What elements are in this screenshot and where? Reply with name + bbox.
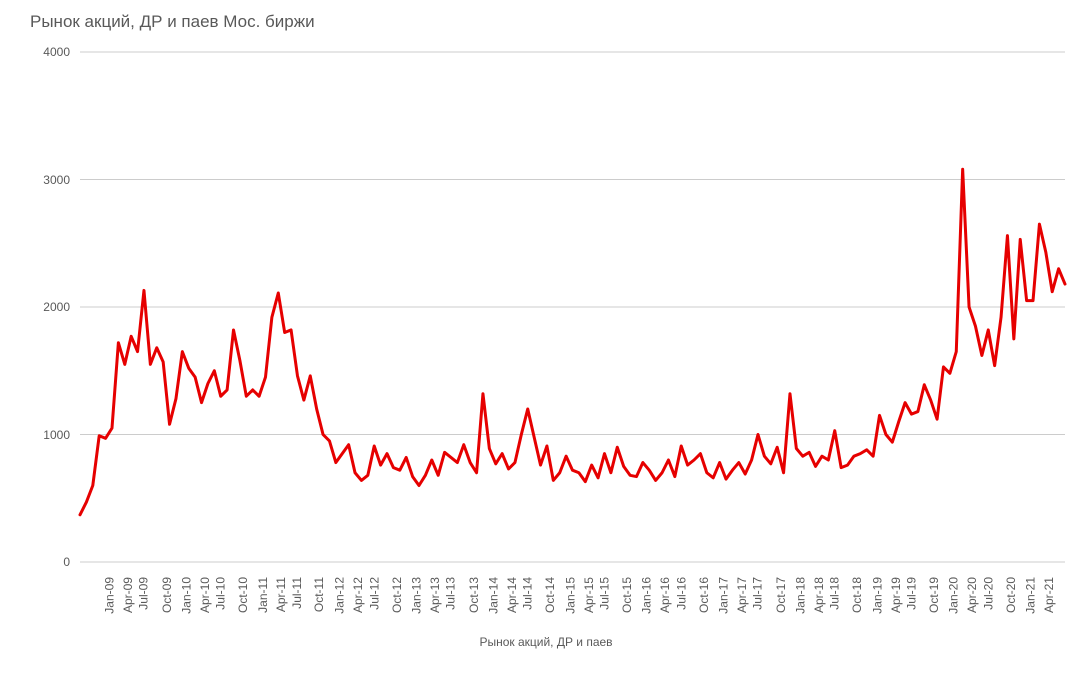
x-tick-label: Jan-11	[255, 577, 269, 613]
x-tick-label: Apr-15	[582, 577, 596, 613]
y-tick-label: 3000	[43, 173, 70, 187]
x-tick-label: Apr-11	[274, 577, 288, 612]
x-tick-label: Oct-09	[160, 577, 174, 613]
x-tick-label: Jan-09	[103, 577, 117, 614]
x-tick-label: Jan-20	[947, 577, 961, 614]
chart-title: Рынок акций, ДР и паев Мос. биржи	[30, 12, 315, 32]
x-tick-label: Oct-10	[236, 577, 250, 613]
y-tick-label: 0	[63, 555, 70, 569]
x-tick-label: Jan-10	[179, 577, 193, 614]
x-axis-title: Рынок акций, ДР и паев	[0, 635, 1092, 649]
y-tick-label: 1000	[43, 428, 70, 442]
x-tick-label: Jul-09	[137, 577, 151, 610]
x-tick-label: Oct-13	[467, 577, 481, 613]
y-tick-label: 4000	[43, 45, 70, 59]
x-tick-label: Jul-19	[905, 577, 919, 610]
x-tick-label: Jan-14	[486, 577, 500, 614]
x-tick-label: Apr-20	[966, 577, 980, 613]
x-tick-label: Apr-09	[121, 577, 135, 613]
x-tick-label: Jul-18	[828, 577, 842, 610]
x-tick-label: Apr-17	[735, 577, 749, 613]
plot-area	[80, 52, 1065, 562]
x-tick-label: Jul-10	[214, 577, 228, 610]
x-tick-label: Apr-19	[889, 577, 903, 613]
x-tick-label: Oct-14	[543, 577, 557, 613]
x-tick-label: Oct-16	[697, 577, 711, 613]
x-tick-label: Jan-17	[717, 577, 731, 614]
x-tick-label: Oct-12	[390, 577, 404, 613]
x-tick-label: Jul-16	[674, 577, 688, 610]
x-tick-label: Jul-15	[598, 577, 612, 610]
x-tick-label: Jan-18	[793, 577, 807, 614]
x-tick-label: Apr-13	[428, 577, 442, 613]
x-tick-label: Jan-12	[333, 577, 347, 614]
x-tick-label: Apr-21	[1042, 577, 1056, 613]
x-tick-label: Jan-15	[563, 577, 577, 614]
x-tick-label: Oct-19	[927, 577, 941, 613]
x-tick-label: Oct-17	[774, 577, 788, 613]
x-tick-label: Apr-14	[505, 577, 519, 613]
x-tick-label: Oct-11	[312, 577, 326, 612]
y-axis-labels: 01000200030004000	[0, 52, 70, 562]
x-tick-label: Jul-17	[751, 577, 765, 610]
x-tick-label: Apr-10	[198, 577, 212, 613]
x-axis-labels: Jan-09Apr-09Jul-09Oct-09Jan-10Apr-10Jul-…	[80, 570, 1065, 640]
x-tick-label: Oct-20	[1004, 577, 1018, 613]
x-tick-label: Oct-18	[850, 577, 864, 613]
x-tick-label: Apr-18	[812, 577, 826, 613]
x-tick-label: Oct-15	[620, 577, 634, 613]
x-tick-label: Jul-11	[290, 577, 304, 609]
x-tick-label: Jul-13	[444, 577, 458, 610]
x-tick-label: Jan-21	[1024, 577, 1038, 614]
x-tick-label: Jul-20	[981, 577, 995, 610]
x-tick-label: Jan-13	[410, 577, 424, 614]
x-tick-label: Jan-16	[640, 577, 654, 614]
x-tick-label: Apr-16	[658, 577, 672, 613]
x-tick-label: Jul-14	[521, 577, 535, 610]
x-tick-label: Jan-19	[870, 577, 884, 614]
x-tick-label: Jul-12	[367, 577, 381, 610]
x-tick-label: Apr-12	[351, 577, 365, 613]
chart-container: Рынок акций, ДР и паев Мос. биржи 0 1000 2…	[0, 0, 1092, 675]
y-tick-label: 2000	[43, 300, 70, 314]
